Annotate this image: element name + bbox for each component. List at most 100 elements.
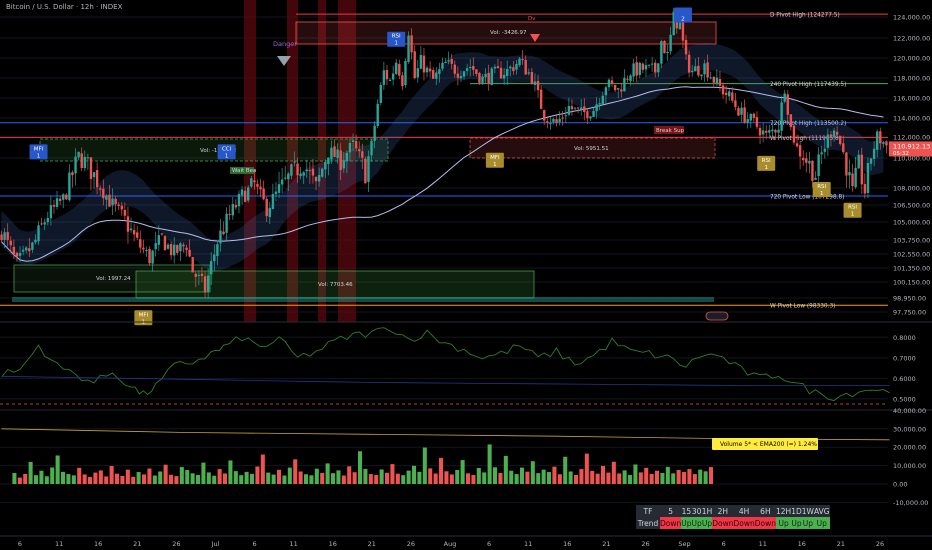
candle — [539, 89, 543, 109]
trend-table-cell: Up — [691, 517, 702, 529]
candle — [533, 81, 537, 85]
candle — [173, 244, 176, 256]
candle — [580, 107, 583, 110]
candle — [86, 157, 90, 159]
candle — [271, 194, 275, 209]
candle — [240, 189, 244, 196]
candle — [678, 22, 682, 30]
volume-bar — [260, 454, 265, 484]
trend-table-trend-row: Trend Down Up Up Up Down Down Down Up Up… — [636, 517, 830, 529]
volume-bar — [644, 467, 649, 484]
chart-annotation: Danger — [273, 40, 297, 48]
candle — [364, 158, 367, 184]
candle — [450, 58, 453, 64]
candle — [506, 69, 509, 76]
ma-line — [1, 86, 884, 262]
alert-badge — [705, 311, 729, 321]
candle — [388, 79, 392, 81]
price-tick: 103,750.00 — [893, 237, 930, 245]
candle — [213, 254, 216, 262]
candle — [280, 179, 284, 185]
current-price: 110,912.13 — [893, 142, 930, 150]
volume-bar — [649, 473, 654, 484]
candle — [546, 121, 549, 123]
signal-count: 1 — [37, 153, 41, 159]
trend-table-tf: 1D — [791, 505, 802, 517]
volume-bar — [514, 474, 519, 484]
danger-triangle — [277, 56, 291, 66]
candle — [136, 232, 139, 238]
volume-bar — [676, 470, 681, 484]
candle — [783, 93, 786, 102]
candle — [706, 62, 709, 78]
candle — [83, 157, 86, 169]
candle — [34, 239, 37, 243]
candle — [206, 275, 210, 292]
signal-tag — [217, 144, 236, 160]
volume-bar — [687, 469, 692, 484]
candle — [758, 127, 762, 136]
time-tick: 26 — [641, 540, 649, 548]
volume-bar — [298, 471, 303, 484]
candle — [169, 243, 173, 256]
volume-bar — [557, 474, 562, 484]
candle — [120, 205, 123, 210]
candle — [302, 172, 305, 176]
volume-bar — [233, 471, 238, 484]
volume-bar — [206, 472, 211, 484]
candle — [512, 67, 515, 72]
trend-table-cell: Down — [733, 517, 755, 529]
volume-bar — [525, 471, 530, 484]
volume-bar — [412, 465, 417, 484]
volume-bar — [93, 472, 98, 484]
volume-bar — [125, 469, 130, 484]
trend-table-tf: 6H — [754, 505, 777, 517]
volume-bar — [23, 473, 28, 484]
candle — [425, 67, 429, 73]
trend-table-cell: Down — [660, 517, 682, 529]
candle — [660, 41, 663, 64]
volume-bar — [611, 461, 616, 484]
volume-bar — [255, 466, 260, 484]
candle — [197, 274, 201, 276]
candle — [219, 230, 222, 244]
volume-bar — [34, 475, 39, 484]
volume-bar — [169, 474, 174, 484]
candle — [160, 233, 164, 235]
volume-bar — [530, 461, 535, 484]
candle — [108, 194, 111, 207]
chart-annotation: Dv — [528, 16, 536, 22]
volume-bar — [590, 470, 595, 484]
candle — [444, 62, 447, 64]
signal-count: 1 — [851, 212, 855, 218]
time-tick: 6 — [252, 540, 256, 548]
candle — [558, 118, 561, 122]
candle — [777, 129, 780, 133]
candle — [203, 276, 207, 293]
signal-count: 1 — [394, 41, 398, 47]
candle — [222, 231, 225, 235]
volume-bar — [363, 468, 368, 484]
price-tag — [889, 141, 932, 157]
candle — [647, 64, 651, 66]
chart-annotation: Vol: -3426.97 — [490, 30, 527, 36]
candle — [848, 172, 851, 176]
volume-bar — [493, 467, 498, 484]
time-tick: 21 — [837, 540, 845, 548]
candle — [681, 21, 685, 41]
candle — [728, 91, 731, 97]
pivot-label: D Pivot High (124277.5) — [770, 13, 840, 19]
volume-bar — [460, 460, 465, 484]
candle — [253, 180, 256, 183]
candle — [348, 142, 352, 153]
time-tick: 6 — [722, 540, 726, 548]
time-tick: 6 — [487, 540, 491, 548]
chart-title: Bitcoin / U.S. Dollar · 12h · INDEX — [6, 3, 123, 11]
annotation-bg — [654, 126, 684, 134]
candle — [68, 172, 71, 201]
volume-bar — [174, 476, 179, 484]
candle — [765, 130, 768, 133]
volume-bar — [66, 474, 71, 484]
candle — [832, 130, 836, 137]
